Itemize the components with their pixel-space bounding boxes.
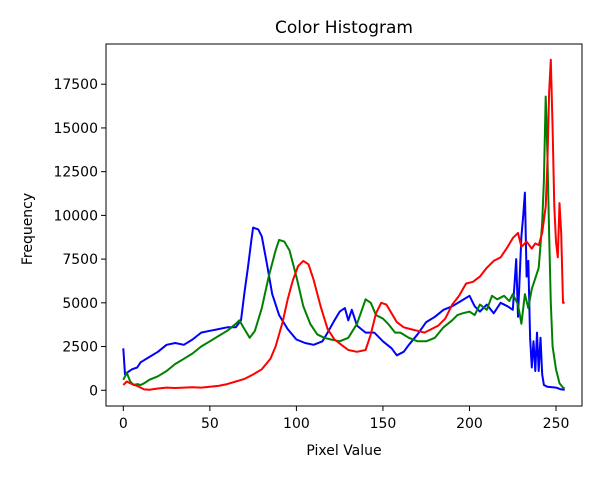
y-tick-label: 5000 [62, 296, 98, 312]
y-tick-label: 15000 [53, 121, 98, 137]
y-tick-label: 12500 [53, 165, 98, 181]
y-axis-label: Frequency [20, 193, 36, 265]
y-tick-label: 10000 [53, 208, 98, 224]
histogram-line-0 [122, 191, 565, 391]
x-tick-label: 200 [456, 416, 483, 432]
y-tick-label: 17500 [53, 77, 98, 93]
x-tick-label: 150 [370, 416, 397, 432]
x-axis-label: Pixel Value [306, 443, 381, 459]
plot-area [105, 43, 583, 407]
y-tick-label: 0 [89, 383, 98, 399]
chart-title: Color Histogram [275, 18, 413, 38]
y-axis-ticks: 0 2500 5000 7500 10000 12500 15000 17500 [53, 77, 106, 399]
series-layer [122, 58, 566, 391]
histogram-line-2 [122, 58, 565, 391]
x-axis-ticks: 0 50 100 150 200 250 [119, 406, 570, 432]
x-tick-label: 250 [543, 416, 570, 432]
x-tick-label: 100 [283, 416, 310, 432]
y-tick-label: 2500 [62, 340, 98, 356]
histogram-line-1 [122, 95, 566, 390]
plot-frame [105, 43, 583, 407]
x-tick-label: 50 [201, 416, 219, 432]
y-tick-label: 7500 [62, 252, 98, 268]
x-tick-label: 0 [119, 416, 128, 432]
